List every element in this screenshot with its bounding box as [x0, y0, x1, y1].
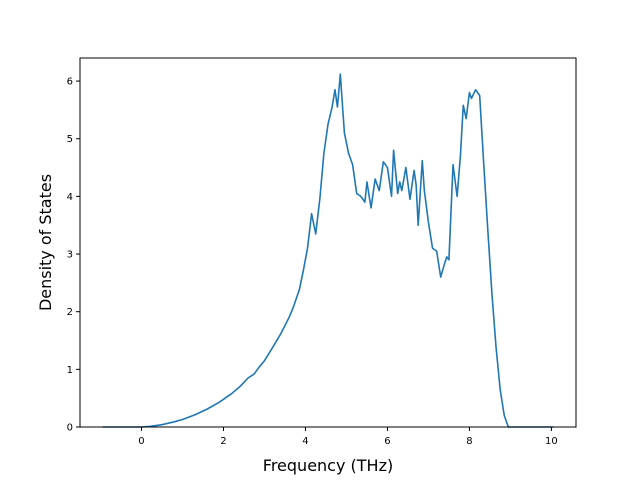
- x-tick-label: 4: [302, 436, 308, 447]
- y-tick-label: 4: [67, 192, 73, 203]
- y-tick-label: 1: [67, 365, 73, 376]
- y-axis-label: Density of States: [36, 174, 55, 311]
- x-tick-label: 8: [466, 436, 472, 447]
- x-tick-label: 6: [384, 436, 390, 447]
- y-tick-label: 3: [67, 250, 73, 261]
- x-tick-label: 10: [545, 436, 558, 447]
- y-tick-label: 0: [67, 423, 73, 434]
- x-axis-label: Frequency (THz): [263, 456, 393, 475]
- y-tick-label: 5: [67, 134, 73, 145]
- axes-frame: [79, 57, 577, 428]
- y-tick-label: 6: [67, 77, 73, 88]
- x-tick-label: 0: [138, 436, 144, 447]
- y-tick-label: 2: [67, 307, 73, 318]
- x-tick-label: 2: [220, 436, 226, 447]
- series-line-0: [102, 73, 554, 428]
